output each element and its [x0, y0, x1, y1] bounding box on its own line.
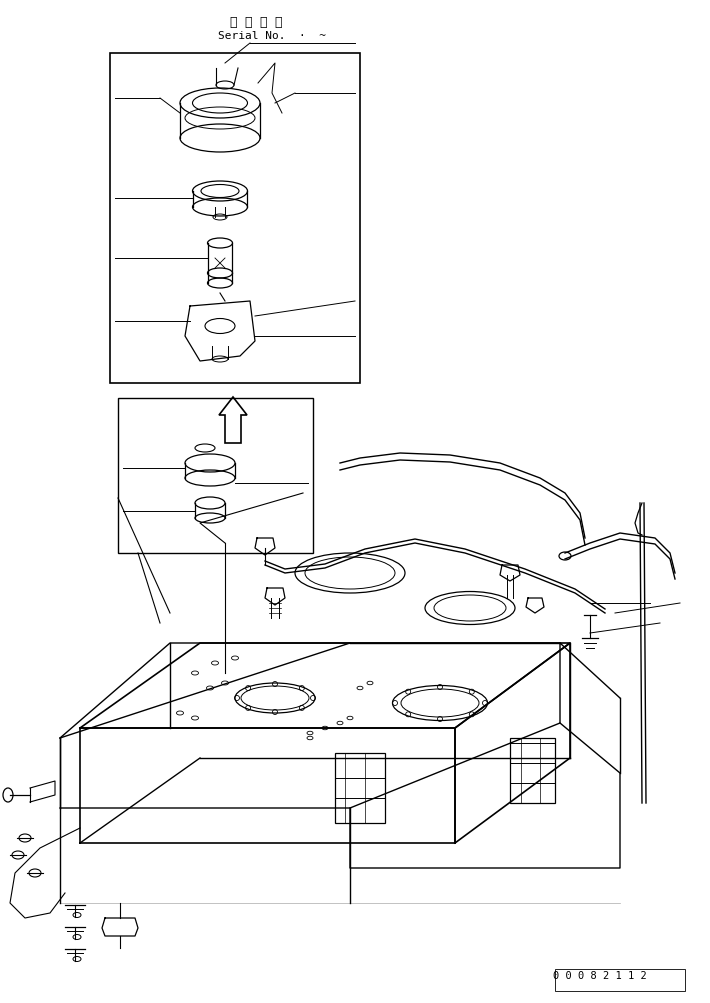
Text: Serial No.  ·  ~: Serial No. · ~: [218, 31, 326, 41]
Bar: [335, 753, 385, 823]
Text: 適 用 号 機: 適 用 号 機: [230, 16, 283, 29]
Text: 0 0 0 8 2 1 1 2: 0 0 0 8 2 1 1 2: [553, 970, 647, 980]
FancyArrow shape: [219, 397, 247, 443]
Bar: [555, 969, 685, 991]
Bar: [510, 738, 555, 803]
Bar: [118, 398, 313, 554]
Bar: [110, 54, 360, 383]
